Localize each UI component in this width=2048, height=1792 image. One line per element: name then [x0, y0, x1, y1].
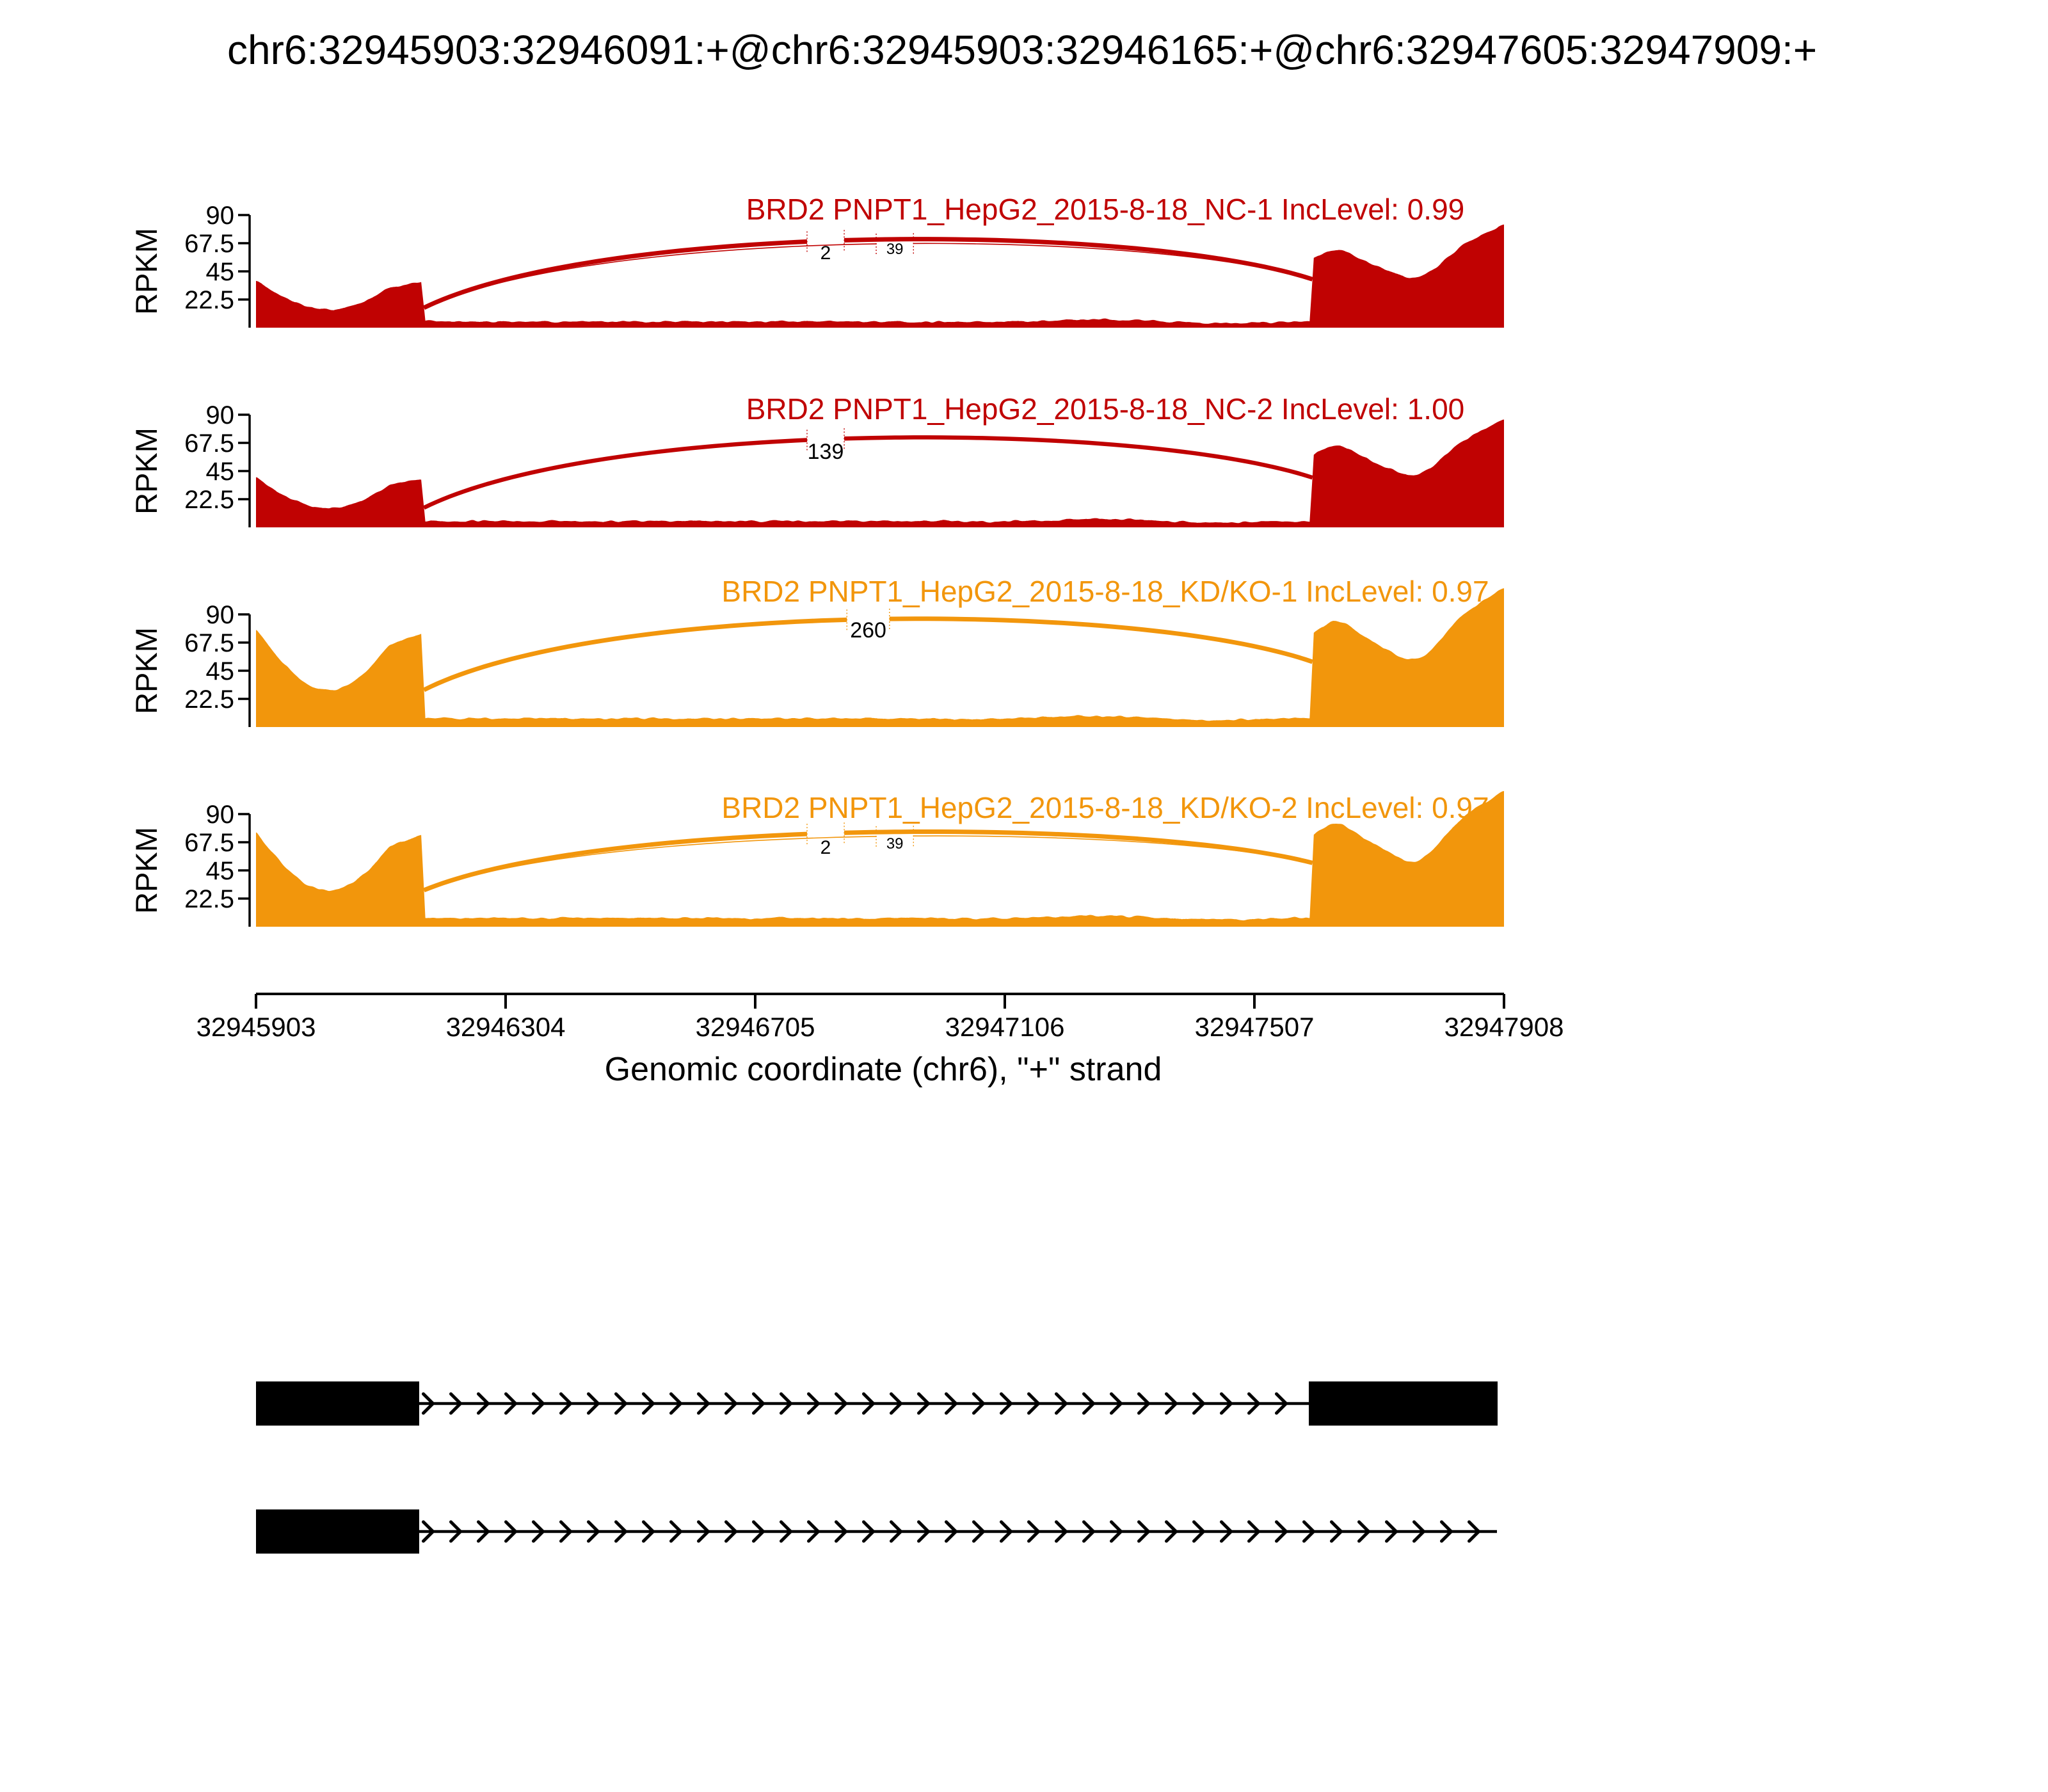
- svg-text:39: 39: [886, 835, 904, 852]
- svg-text:RPKM: RPKM: [129, 428, 163, 515]
- svg-text:22.5: 22.5: [184, 286, 234, 314]
- svg-text:67.5: 67.5: [184, 629, 234, 657]
- svg-text:32946304: 32946304: [446, 1012, 566, 1042]
- svg-text:45: 45: [206, 857, 235, 885]
- svg-text:90: 90: [206, 801, 235, 829]
- svg-text:45: 45: [206, 657, 235, 685]
- svg-text:RPKM: RPKM: [129, 627, 163, 714]
- svg-text:BRD2 PNPT1_HepG2_2015-8-18_NC-: BRD2 PNPT1_HepG2_2015-8-18_NC-2 IncLevel…: [746, 392, 1465, 426]
- svg-text:chr6:32945903:32946091:+@chr6:: chr6:32945903:32946091:+@chr6:32945903:3…: [227, 27, 1817, 73]
- svg-text:90: 90: [206, 202, 235, 230]
- svg-text:32947106: 32947106: [945, 1012, 1065, 1042]
- svg-text:45: 45: [206, 258, 235, 286]
- svg-text:45: 45: [206, 458, 235, 486]
- svg-text:2: 2: [820, 837, 831, 858]
- svg-text:67.5: 67.5: [184, 230, 234, 258]
- svg-text:139: 139: [808, 440, 844, 464]
- svg-text:22.5: 22.5: [184, 486, 234, 514]
- svg-text:RPKM: RPKM: [129, 827, 163, 914]
- svg-text:32947908: 32947908: [1444, 1012, 1564, 1042]
- svg-text:90: 90: [206, 401, 235, 429]
- svg-text:22.5: 22.5: [184, 885, 234, 913]
- svg-text:39: 39: [886, 241, 904, 258]
- svg-text:Genomic coordinate (chr6), "+": Genomic coordinate (chr6), "+" strand: [605, 1051, 1162, 1088]
- svg-text:32946705: 32946705: [696, 1012, 815, 1042]
- svg-text:32945903: 32945903: [196, 1012, 316, 1042]
- svg-text:RPKM: RPKM: [129, 228, 163, 315]
- svg-text:67.5: 67.5: [184, 429, 234, 458]
- svg-text:BRD2 PNPT1_HepG2_2015-8-18_NC-: BRD2 PNPT1_HepG2_2015-8-18_NC-1 IncLevel…: [746, 193, 1465, 226]
- svg-text:BRD2 PNPT1_HepG2_2015-8-18_KD/: BRD2 PNPT1_HepG2_2015-8-18_KD/KO-1 IncLe…: [721, 575, 1489, 608]
- svg-text:BRD2 PNPT1_HepG2_2015-8-18_KD/: BRD2 PNPT1_HepG2_2015-8-18_KD/KO-2 IncLe…: [721, 791, 1489, 824]
- svg-text:90: 90: [206, 601, 235, 629]
- svg-text:67.5: 67.5: [184, 829, 234, 857]
- svg-text:32947507: 32947507: [1195, 1012, 1315, 1042]
- svg-text:260: 260: [850, 618, 886, 643]
- svg-text:22.5: 22.5: [184, 685, 234, 714]
